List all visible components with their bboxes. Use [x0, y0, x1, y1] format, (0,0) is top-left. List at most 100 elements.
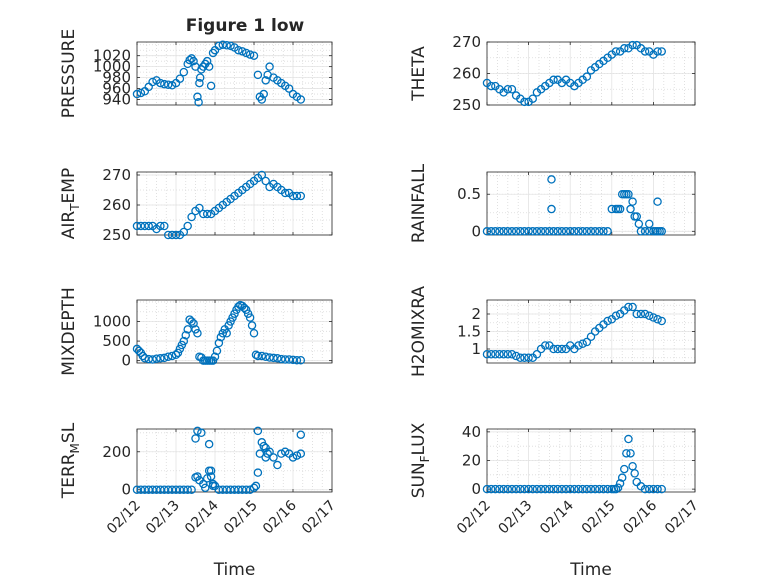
data-point: [520, 227, 529, 236]
data-point: [570, 227, 579, 236]
data-point: [503, 227, 513, 236]
data-point: [160, 79, 169, 89]
data-point: [212, 346, 222, 356]
data-point: [603, 484, 612, 494]
plot-area: [137, 429, 332, 492]
data-point: [148, 77, 157, 87]
data-point: [528, 484, 538, 494]
data-point: [503, 484, 513, 494]
data-point: [241, 48, 251, 58]
data-point: [632, 309, 642, 319]
data-point: [195, 73, 205, 82]
data-point: [296, 191, 306, 201]
data-point: [187, 317, 196, 326]
data-point: [486, 227, 496, 236]
data-point: [520, 484, 529, 494]
data-point: [257, 351, 267, 361]
data-point: [582, 227, 592, 236]
data-point: [265, 353, 274, 362]
y-axis-label: AIRTEMP: [59, 168, 82, 239]
data-point: [536, 227, 546, 236]
data-point: [540, 227, 550, 236]
data-point: [156, 221, 165, 231]
data-point: [599, 484, 608, 494]
data-point: [586, 332, 596, 341]
data-point: [239, 303, 249, 313]
data-point: [547, 204, 556, 214]
data-point: [234, 45, 243, 55]
data-point: [574, 341, 583, 350]
data-point: [263, 449, 272, 458]
data-point: [280, 188, 290, 198]
data-point: [628, 302, 637, 312]
data-point: [259, 89, 268, 99]
data-point: [590, 484, 600, 494]
y-axis-label: H2OMIXRA: [409, 286, 429, 377]
data-point: [482, 484, 492, 494]
data-point: [132, 89, 142, 99]
data-point: [653, 47, 662, 56]
data-point: [273, 460, 282, 470]
data-point: [249, 51, 259, 60]
data-point: [238, 47, 247, 56]
data-point: [626, 204, 635, 214]
data-point: [183, 485, 192, 494]
y-tick-label: 20: [462, 452, 481, 470]
data-point: [495, 227, 504, 236]
data-point: [565, 484, 575, 494]
axes-box: [136, 428, 333, 493]
data-point: [259, 441, 268, 451]
data-point: [540, 484, 550, 494]
data-point: [486, 81, 496, 91]
data-point: [549, 227, 558, 236]
y-tick-label: 200: [102, 443, 131, 461]
y-tick-label: 260: [452, 65, 481, 83]
data-point: [590, 227, 600, 236]
data-point: [193, 92, 202, 102]
data-point: [649, 313, 658, 322]
data-point: [603, 316, 612, 326]
data-point: [540, 341, 550, 350]
data-point: [574, 227, 583, 236]
data-point: [547, 175, 556, 184]
data-point: [144, 221, 153, 231]
data-point: [632, 212, 642, 221]
data-point: [156, 78, 165, 88]
data-point: [204, 62, 214, 71]
data-point: [280, 447, 290, 457]
data-point: [603, 227, 612, 236]
data-point: [247, 321, 257, 330]
data-point: [491, 227, 500, 236]
data-point: [249, 483, 259, 493]
data-point: [520, 353, 529, 362]
data-point: [284, 355, 294, 364]
subplot-rainfall: 0 0.5 RAINFALL: [409, 163, 696, 243]
data-point: [624, 189, 633, 199]
data-point: [265, 62, 274, 71]
data-point: [599, 227, 608, 236]
data-point: [613, 483, 623, 492]
data-point: [251, 350, 261, 360]
data-point: [624, 302, 633, 312]
y-tick-label: 1: [471, 340, 481, 358]
y-axis-label: TERRMSL: [59, 422, 82, 499]
data-point: [615, 479, 625, 488]
data-point: [253, 468, 263, 477]
data-point: [163, 80, 173, 89]
data-point: [193, 426, 202, 436]
data-point: [191, 434, 200, 443]
data-point: [202, 209, 212, 219]
data-point: [617, 473, 627, 482]
data-point: [261, 76, 270, 85]
data-point: [179, 227, 189, 237]
data-point: [640, 484, 650, 494]
y-tick-label: 0: [121, 481, 131, 499]
data-point: [640, 227, 650, 236]
data-point: [193, 329, 202, 338]
subplot-h2omixra: 11.52 H2OMIXRA: [409, 286, 696, 377]
data-point: [486, 349, 496, 359]
data-point: [222, 329, 231, 338]
